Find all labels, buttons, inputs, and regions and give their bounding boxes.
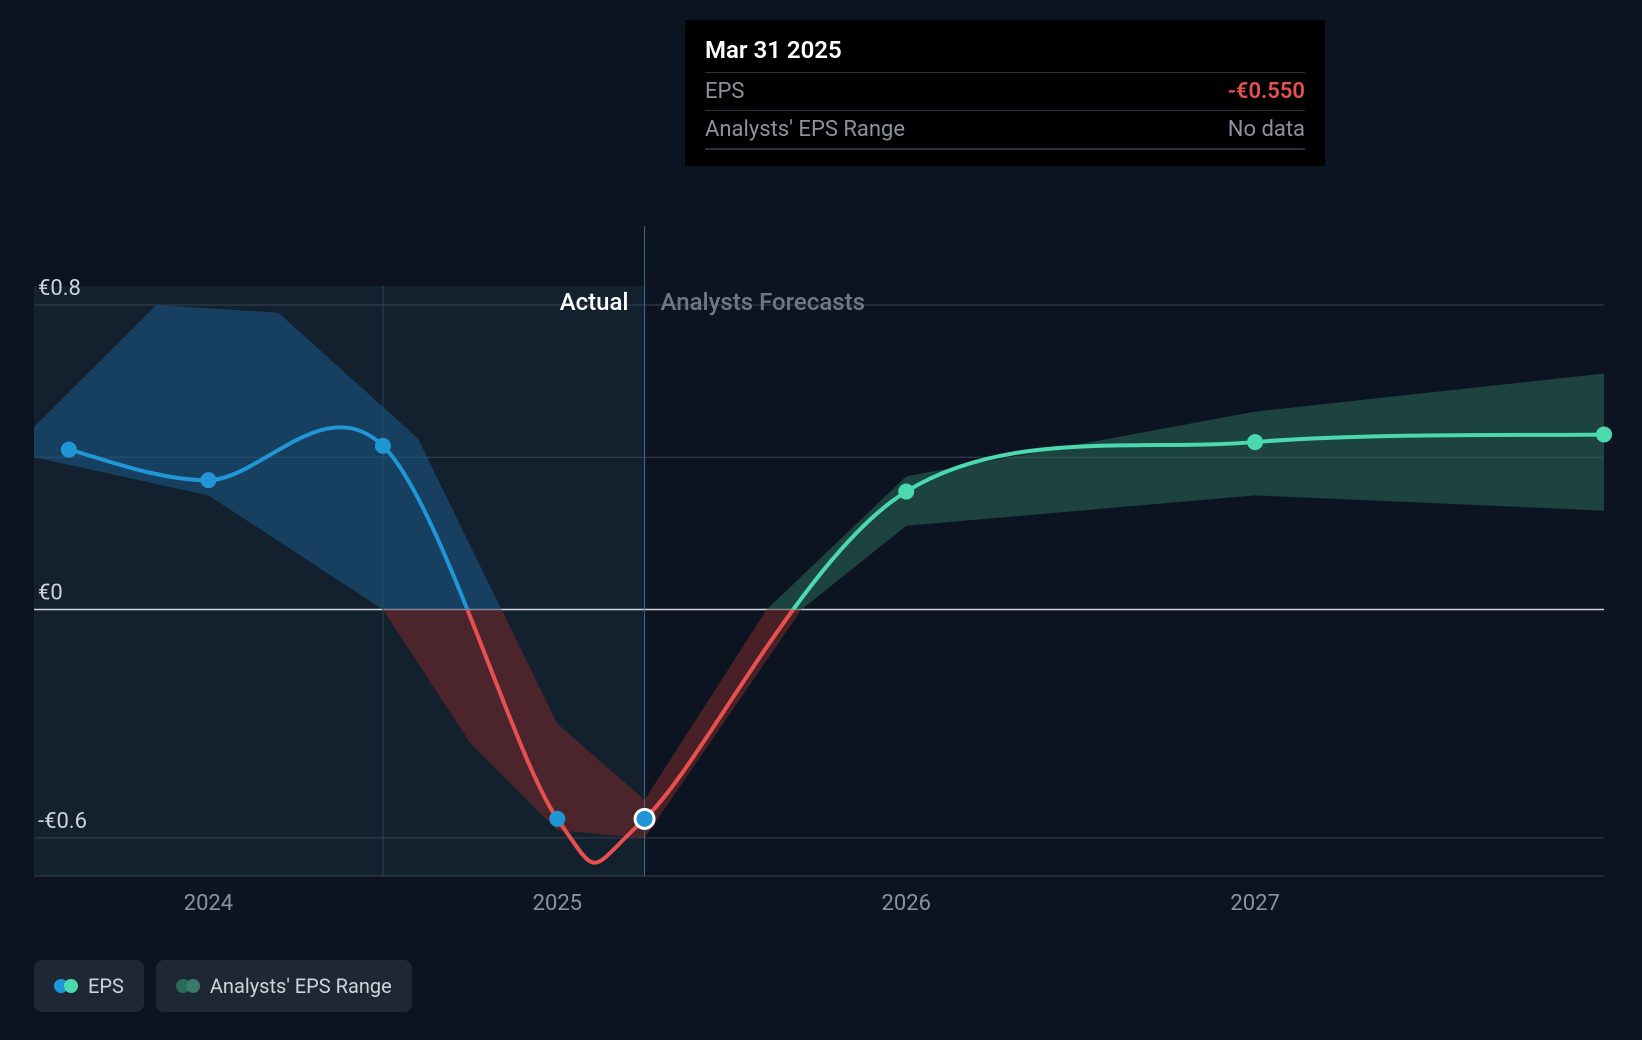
- legend-item-eps[interactable]: EPS: [34, 960, 144, 1012]
- svg-text:2024: 2024: [184, 891, 233, 916]
- tooltip-value: No data: [1228, 117, 1305, 142]
- svg-text:2026: 2026: [881, 891, 930, 916]
- legend-dot: [186, 979, 200, 993]
- svg-text:2025: 2025: [533, 891, 582, 916]
- svg-text:-€0.6: -€0.6: [38, 809, 87, 834]
- legend-item-range[interactable]: Analysts' EPS Range: [156, 960, 412, 1012]
- tooltip-label: Analysts' EPS Range: [705, 117, 905, 142]
- tooltip-value: -€0.550: [1228, 79, 1305, 104]
- tooltip-date: Mar 31 2025: [705, 36, 1305, 73]
- legend-dots: [176, 979, 200, 993]
- tooltip-label: EPS: [705, 79, 744, 104]
- svg-text:€0: €0: [38, 581, 63, 606]
- legend-label: EPS: [88, 974, 124, 998]
- tooltip-row-range: Analysts' EPS Range No data: [705, 111, 1305, 149]
- svg-text:2027: 2027: [1230, 891, 1279, 916]
- legend-dots: [54, 979, 78, 993]
- svg-text:Analysts Forecasts: Analysts Forecasts: [661, 288, 865, 316]
- chart-legend: EPS Analysts' EPS Range: [34, 960, 412, 1012]
- legend-label: Analysts' EPS Range: [210, 974, 392, 998]
- eps-forecast-chart: €0.8 €0 -€0.6 Actual Analysts Forecasts 2024 2…: [0, 0, 1642, 1040]
- chart-tooltip: Mar 31 2025 EPS -€0.550 Analysts' EPS Ra…: [685, 20, 1325, 166]
- legend-dot: [64, 979, 78, 993]
- tooltip-row-eps: EPS -€0.550: [705, 73, 1305, 111]
- svg-text:Actual: Actual: [560, 288, 629, 316]
- tooltip-spacer: [705, 149, 1305, 150]
- svg-text:€0.8: €0.8: [38, 276, 81, 301]
